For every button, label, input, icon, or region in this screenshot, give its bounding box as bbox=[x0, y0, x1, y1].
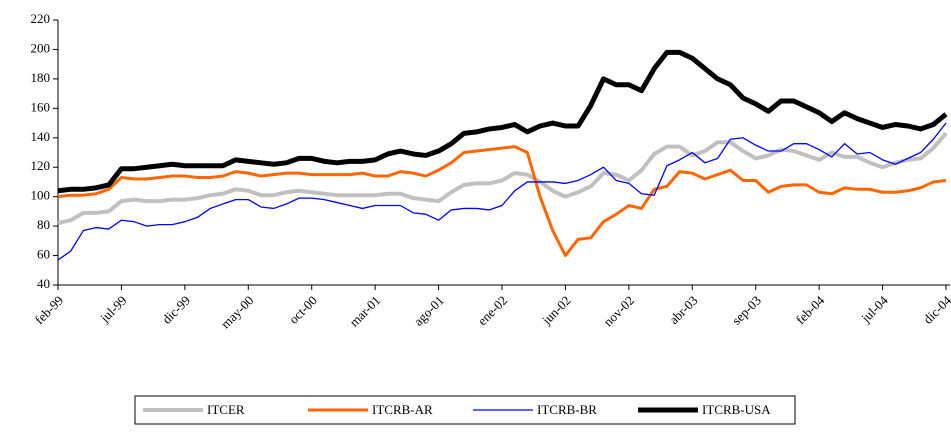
series-line bbox=[57, 132, 948, 226]
y-tick-label: 220 bbox=[31, 11, 51, 26]
x-tick-label: dic-99 bbox=[159, 293, 193, 327]
legend-label: ITCRB-AR bbox=[372, 402, 433, 417]
y-tick-label: 180 bbox=[31, 70, 51, 85]
y-tick-label: 140 bbox=[31, 129, 51, 144]
x-tick-label: ene-02 bbox=[475, 293, 511, 329]
series-line bbox=[57, 49, 948, 194]
y-tick-label: 160 bbox=[31, 99, 51, 114]
x-tick-label: feb-04 bbox=[793, 292, 828, 327]
x-tick-label: abr-03 bbox=[666, 293, 700, 327]
x-tick-label: mar-01 bbox=[346, 293, 383, 330]
x-tick-label: ago-01 bbox=[411, 293, 447, 329]
y-tick-label: 200 bbox=[31, 40, 51, 55]
y-tick-label: 80 bbox=[37, 217, 50, 232]
series-line bbox=[57, 122, 947, 261]
legend-label: ITCER bbox=[207, 402, 245, 417]
x-tick-label: sep-03 bbox=[729, 293, 764, 328]
x-tick-label: may-00 bbox=[218, 293, 257, 332]
x-tick-label: nov-02 bbox=[600, 293, 637, 330]
x-tick-label: dic-04 bbox=[920, 292, 951, 326]
y-tick-label: 60 bbox=[37, 247, 50, 262]
y-tick-label: 120 bbox=[31, 158, 51, 173]
x-tick-label: jun-02 bbox=[538, 293, 573, 328]
x-tick-label: oct-00 bbox=[286, 293, 320, 327]
legend-label: ITCRB-BR bbox=[537, 402, 597, 417]
x-tick-label: feb-99 bbox=[32, 293, 67, 328]
legend-label: ITCRB-USA bbox=[702, 402, 771, 417]
series-line bbox=[57, 145, 947, 258]
x-tick-label: jul-04 bbox=[858, 292, 892, 326]
y-tick-label: 100 bbox=[31, 188, 51, 203]
x-tick-label: jul-99 bbox=[96, 293, 129, 326]
y-tick-label: 40 bbox=[37, 276, 50, 291]
